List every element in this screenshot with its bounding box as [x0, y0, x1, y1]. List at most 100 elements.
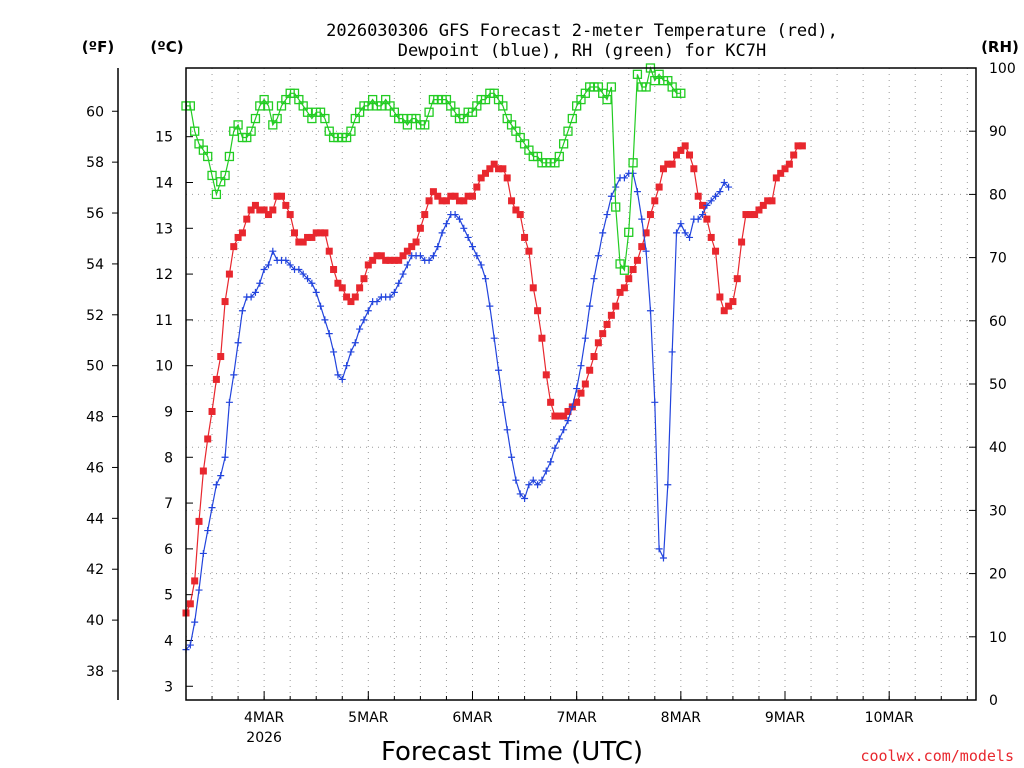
- temperature-point: [273, 192, 281, 200]
- temperature-point: [547, 398, 555, 406]
- credit-text: coolwx.com/models: [860, 747, 1014, 765]
- dewpoint-point: [434, 243, 442, 251]
- fahrenheit-tick-label: 42: [86, 562, 104, 578]
- dewpoint-point: [560, 426, 568, 434]
- dewpoint-point: [659, 554, 667, 562]
- dewpoint-point: [304, 275, 312, 283]
- dewpoint-point: [468, 243, 476, 251]
- rh-point: [346, 126, 356, 136]
- rh-point: [641, 82, 651, 92]
- temperature-point: [755, 206, 763, 214]
- dewpoint-point: [555, 435, 563, 443]
- dewpoint-point: [251, 288, 259, 296]
- temperature-point: [629, 266, 637, 274]
- dewpoint-point: [547, 458, 555, 466]
- temperature-point: [781, 165, 789, 173]
- temperature-point: [586, 366, 594, 374]
- temperature-point: [651, 197, 659, 205]
- temperature-point: [512, 206, 520, 214]
- dewpoint-point: [351, 339, 359, 347]
- dewpoint-point: [655, 545, 663, 553]
- temperature-point: [616, 288, 624, 296]
- dewpoint-point: [347, 348, 355, 356]
- rh-point: [190, 126, 200, 136]
- temperature-point: [516, 211, 524, 219]
- temperature-point: [668, 160, 676, 168]
- rh-tick-label: 30: [989, 503, 1007, 519]
- dewpoint-point: [386, 293, 394, 301]
- fahrenheit-tick-label: 58: [86, 155, 104, 171]
- fahrenheit-tick-label: 56: [86, 206, 104, 222]
- celsius-tick-label: 5: [164, 588, 173, 604]
- temperature-point: [264, 211, 272, 219]
- dewpoint-point: [186, 641, 194, 649]
- dewpoint-point: [199, 549, 207, 557]
- series-dewpoint: [182, 169, 733, 654]
- dewpoint-point: [594, 252, 602, 260]
- temperature-point: [712, 247, 720, 255]
- temperature-point: [686, 151, 694, 159]
- dewpoint-point: [525, 481, 533, 489]
- dewpoint-point: [425, 256, 433, 264]
- temperature-point: [247, 206, 255, 214]
- celsius-tick-label: 12: [155, 267, 173, 283]
- temperature-point: [694, 192, 702, 200]
- dewpoint-point: [712, 192, 720, 200]
- x-tick-label: 8MAR: [661, 710, 702, 726]
- dewpoint-point: [620, 174, 628, 182]
- x-tick-label: 7MAR: [557, 710, 598, 726]
- rh-point: [203, 151, 213, 162]
- dewpoint-point: [473, 252, 481, 260]
- dewpoint-point: [568, 403, 576, 411]
- fahrenheit-tick-label: 44: [86, 511, 104, 527]
- temperature-point: [620, 284, 628, 292]
- temperature-point: [699, 201, 707, 209]
- temperature-point: [538, 334, 546, 342]
- temperature-point: [460, 197, 468, 205]
- temperature-point: [751, 211, 759, 219]
- dewpoint-point: [390, 288, 398, 296]
- dewpoint-point: [364, 307, 372, 315]
- temperature-point: [286, 211, 294, 219]
- dewpoint-point: [373, 298, 381, 306]
- dewpoint-point: [204, 527, 212, 535]
- dewpoint-point: [699, 211, 707, 219]
- dewpoint-point: [403, 261, 411, 269]
- rh-point: [220, 170, 230, 181]
- temperature-point: [707, 233, 715, 241]
- dewpoint-point: [230, 371, 238, 379]
- temperature-point: [564, 407, 572, 415]
- temperature-point: [720, 307, 728, 315]
- temperature-point: [291, 229, 299, 237]
- series-line: [185, 172, 730, 651]
- dewpoint-point: [234, 339, 242, 347]
- temperature-point: [434, 192, 442, 200]
- temperature-point: [681, 142, 689, 150]
- rh-tick-label: 20: [989, 567, 1007, 583]
- temperature-point: [295, 238, 303, 246]
- dewpoint-point: [482, 275, 490, 283]
- temperature-point: [581, 380, 589, 388]
- rh-point: [602, 94, 612, 105]
- dewpoint-point: [586, 302, 594, 310]
- temperature-point: [308, 233, 316, 241]
- temperature-point: [390, 256, 398, 264]
- temperature-point: [243, 215, 251, 223]
- temperature-point: [277, 192, 285, 200]
- dewpoint-point: [573, 385, 581, 393]
- dewpoint-point: [451, 211, 459, 219]
- rh-point: [676, 88, 686, 98]
- dewpoint-point: [260, 266, 268, 274]
- dewpoint-point: [343, 362, 351, 370]
- rh-point: [207, 170, 217, 181]
- temperature-point: [573, 398, 581, 406]
- rh-tick-label: 50: [989, 377, 1007, 393]
- temperature-point: [560, 412, 568, 420]
- temperature-point: [412, 238, 420, 246]
- dewpoint-point: [295, 266, 303, 274]
- temperature-point: [508, 197, 516, 205]
- temperature-point: [403, 247, 411, 255]
- rh-point: [606, 82, 617, 92]
- fahrenheit-tick-label: 60: [86, 104, 104, 120]
- temperature-point: [599, 330, 607, 338]
